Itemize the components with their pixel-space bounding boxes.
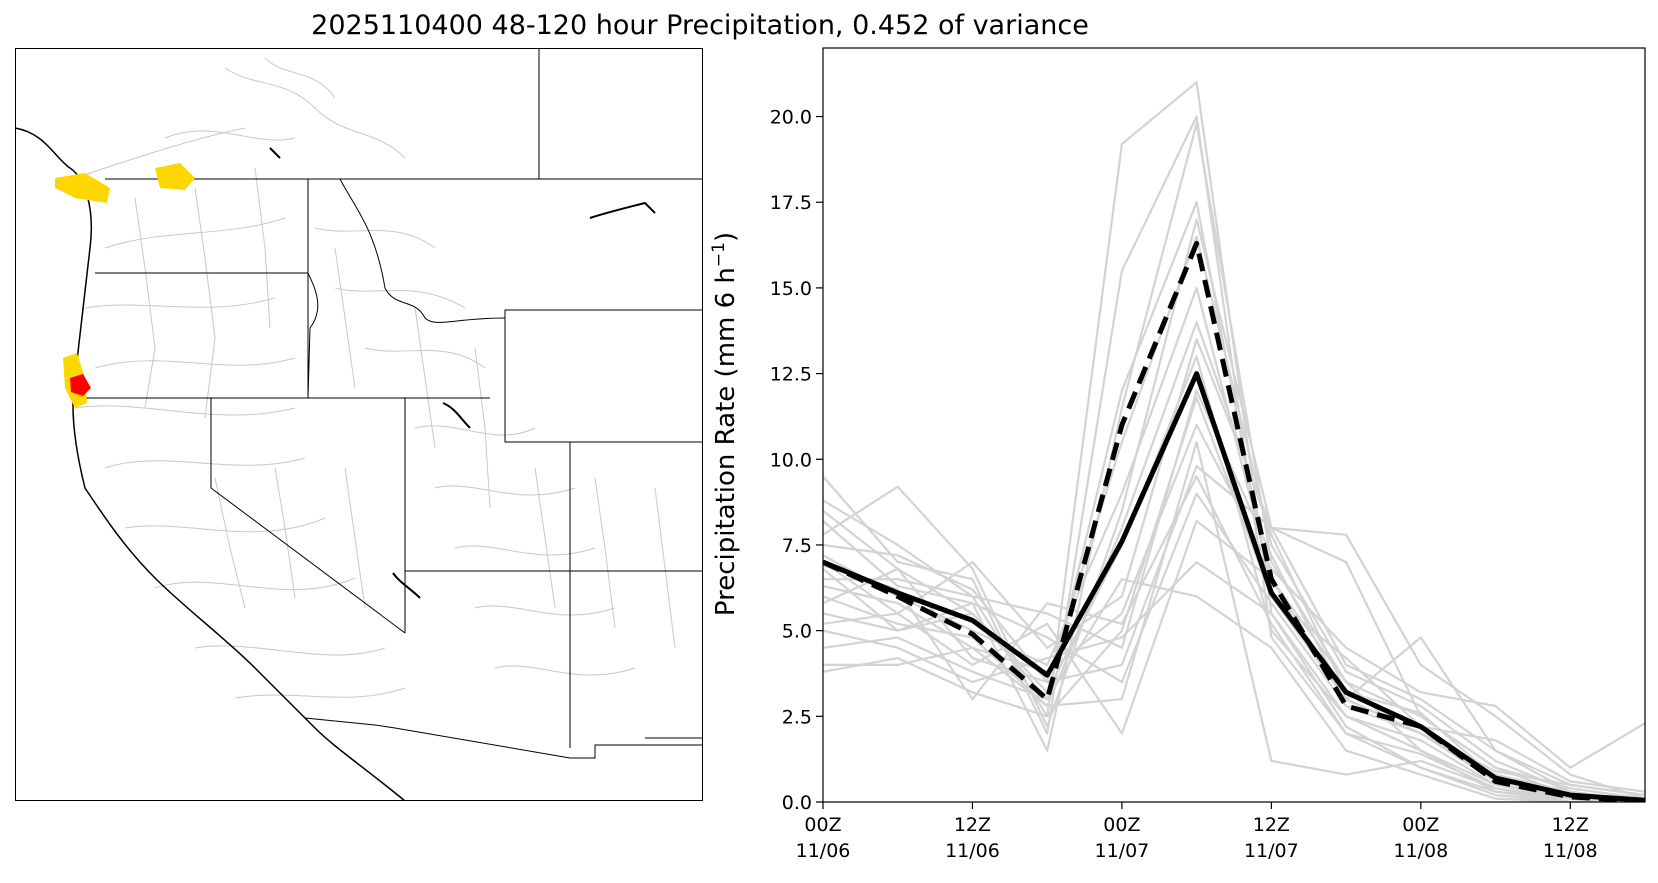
ensemble-member-line	[823, 441, 1645, 802]
x-tick-label-time: 12Z	[1552, 814, 1589, 836]
y-tick-label: 10.0	[770, 449, 812, 471]
ensemble-member-line	[823, 475, 1645, 802]
x-tick-label-time: 12Z	[954, 814, 991, 836]
basin-map	[15, 48, 703, 801]
x-tick-label-time: 00Z	[804, 814, 841, 836]
series-line-solid	[823, 371, 1645, 802]
ensemble-member-line	[823, 286, 1645, 800]
state-borders	[85, 48, 703, 759]
x-tick-label-date: 11/08	[1393, 840, 1448, 862]
map-background	[15, 48, 703, 801]
ensemble-member-line	[823, 519, 1645, 802]
y-tick-label: 17.5	[770, 192, 812, 214]
ensemble-member-line	[823, 560, 1645, 802]
series-layer	[823, 81, 1645, 802]
y-tick-label: 20.0	[770, 107, 812, 129]
y-tick-label: 2.5	[782, 706, 812, 728]
highlight-region-yellow-north	[155, 163, 195, 190]
x-tick-label-date: 11/06	[945, 840, 1000, 862]
y-tick-label: 7.5	[782, 535, 812, 557]
highlight-region-yellow-northwest	[55, 173, 110, 203]
x-tick-label-time: 00Z	[1103, 814, 1140, 836]
chart-title: 2025110400 48-120 hour Precipitation, 0.…	[311, 10, 1089, 41]
x-tick-label-date: 11/06	[796, 840, 851, 862]
ensemble-member-line	[823, 201, 1645, 802]
y-tick-label: 5.0	[782, 621, 812, 643]
ensemble-member-line	[823, 578, 1645, 802]
x-tick-label-time: 12Z	[1253, 814, 1290, 836]
ensemble-member-line	[823, 423, 1645, 769]
highlight-regions	[55, 163, 195, 408]
y-tick-label: 0.0	[782, 792, 812, 814]
x-tick-label-date: 11/07	[1095, 840, 1150, 862]
ensemble-member-line	[823, 465, 1645, 802]
ensemble-member-line	[823, 122, 1645, 800]
x-tick-label-time: 00Z	[1402, 814, 1439, 836]
basin-boundaries	[74, 57, 676, 699]
ensemble-member-line	[823, 235, 1645, 802]
ensemble-member-line	[823, 321, 1645, 802]
lakes	[269, 147, 656, 599]
axes-layer: 0.0 2.5 5.0 7.5 10.0 12.5 15.0 17.5 20.0 00Z 11/06…	[770, 47, 1646, 862]
map-frame	[15, 48, 703, 801]
ensemble-member-line	[823, 492, 1645, 797]
x-tick-label-date: 11/08	[1543, 840, 1598, 862]
ensemble-member-line	[823, 389, 1645, 802]
highlight-region-red-coast	[70, 374, 91, 396]
y-tick-label: 15.0	[770, 278, 812, 300]
y-tick-label: 12.5	[770, 364, 812, 386]
ensemble-member-line	[823, 218, 1645, 797]
ensemble-member-line	[823, 81, 1645, 802]
ensemble-member-line	[823, 338, 1645, 800]
plot-frame	[822, 47, 1646, 803]
ensemble-member-line	[823, 396, 1645, 793]
series-line-dashed	[823, 240, 1645, 802]
x-tick-label-date: 11/07	[1244, 840, 1299, 862]
y-axis-label: Precipitation Rate (mm 6 h−1)	[709, 232, 741, 616]
ensemble-member-line	[823, 115, 1645, 802]
ensemble-member-line	[823, 355, 1645, 802]
